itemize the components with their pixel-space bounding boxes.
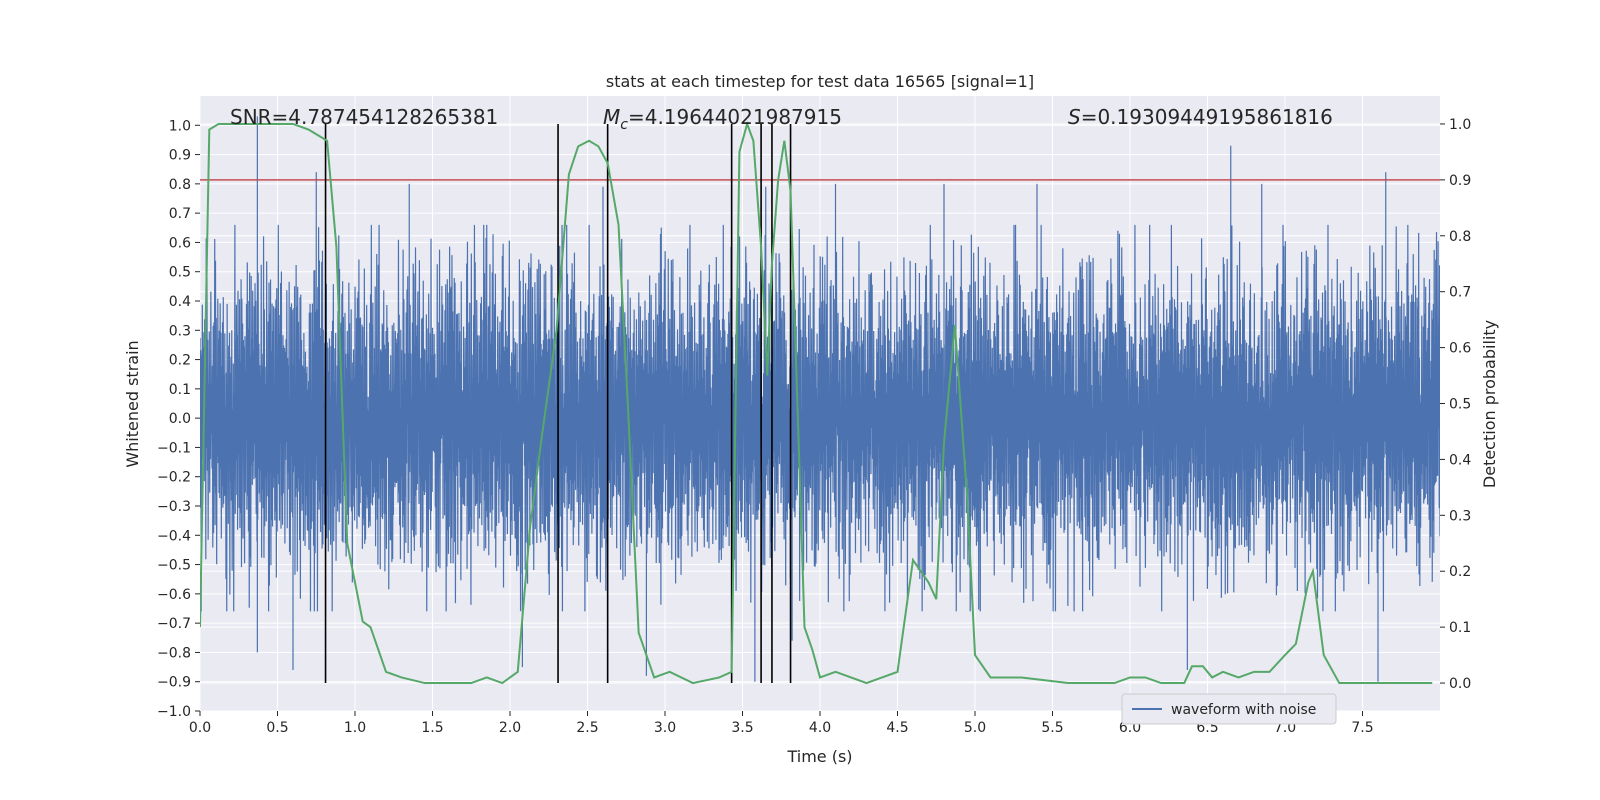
legend-label-waveform: waveform with noise — [1171, 702, 1316, 718]
y2-tick-label: 0.7 — [1449, 285, 1471, 301]
x-tick-label: 1.0 — [344, 720, 366, 736]
y2-tick-label: 0.6 — [1449, 341, 1471, 357]
s-symbol: S — [1068, 105, 1081, 129]
s-value: =0.19309449195861816 — [1081, 105, 1333, 129]
s-annotation: S=0.19309449195861816 — [1068, 105, 1333, 129]
x-tick-label: 4.0 — [809, 720, 831, 736]
snr-annotation: SNR=4.787454128265381 — [230, 105, 498, 129]
y-tick-label: −0.4 — [157, 528, 191, 544]
y-tick-label: 0.4 — [169, 294, 191, 310]
y-tick-label: 0.0 — [169, 411, 191, 427]
y2-tick-label: 0.3 — [1449, 508, 1471, 524]
x-tick-label: 0.0 — [189, 720, 211, 736]
chart-title: stats at each timestep for test data 165… — [606, 72, 1034, 91]
x-tick-label: 2.0 — [499, 720, 521, 736]
y2-axis-label: Detection probability — [1480, 320, 1499, 488]
y2-tick-label: 0.4 — [1449, 452, 1471, 468]
y-tick-label: 0.2 — [169, 353, 191, 369]
x-tick-label: 7.5 — [1351, 720, 1373, 736]
probability-series-line — [200, 120, 1433, 685]
x-tick-label: 4.5 — [886, 720, 908, 736]
y2-tick-label: 0.1 — [1449, 620, 1471, 636]
x-tick-label: 5.0 — [964, 720, 986, 736]
chirp-mass-value: =4.19644021987915 — [628, 105, 842, 129]
chirp-mass-symbol: M — [603, 105, 620, 129]
y-tick-label: −0.5 — [157, 558, 191, 574]
x-axis-label: Time (s) — [786, 747, 852, 766]
y-tick-label: 0.8 — [169, 177, 191, 193]
y-tick-label: 0.3 — [169, 323, 191, 339]
y-tick-label: −0.3 — [157, 499, 191, 515]
chirp-mass-annotation: Mc=4.19644021987915 — [603, 105, 842, 133]
y-tick-label: 0.1 — [169, 382, 191, 398]
y-tick-label: −0.2 — [157, 470, 191, 486]
chirp-mass-subscript: c — [620, 117, 628, 133]
waveform-series-line — [200, 116, 1440, 682]
y2-tick-label: 0.0 — [1449, 676, 1471, 692]
x-tick-label: 5.5 — [1041, 720, 1063, 736]
y-tick-label: 0.7 — [169, 206, 191, 222]
x-tick-label: 1.5 — [421, 720, 443, 736]
x-tick-label: 3.5 — [731, 720, 753, 736]
y2-tick-label: 0.8 — [1449, 229, 1471, 245]
y-tick-label: −0.8 — [157, 645, 191, 661]
x-tick-label: 3.0 — [654, 720, 676, 736]
y-tick-label: 0.9 — [169, 148, 191, 164]
legend-box — [1121, 693, 1337, 725]
x-tick-label: 2.5 — [576, 720, 598, 736]
legend: waveform with noise — [1121, 693, 1337, 725]
y2-tick-label: 1.0 — [1449, 117, 1471, 133]
y-tick-label: −0.1 — [157, 440, 191, 456]
y-axis-label: Whitened strain — [123, 340, 142, 467]
y-tick-label: −0.6 — [157, 587, 191, 603]
y-tick-label: 0.5 — [169, 265, 191, 281]
y2-tick-label: 0.2 — [1449, 564, 1471, 580]
axes: −1.0 −0.9 −0.8 −0.7 −0.6 −0.5 −0.4 −0.3 −0.2 −0.1… — [157, 117, 1471, 736]
y2-tick-label: 0.5 — [1449, 397, 1471, 413]
x-tick-label: 0.5 — [266, 720, 288, 736]
y-tick-label: 1.0 — [169, 118, 191, 134]
y-tick-label: −1.0 — [157, 704, 191, 720]
y-tick-label: −0.9 — [157, 675, 191, 691]
y2-tick-label: 0.9 — [1449, 173, 1471, 189]
y-tick-label: −0.7 — [157, 616, 191, 632]
y-tick-label: 0.6 — [169, 235, 191, 251]
